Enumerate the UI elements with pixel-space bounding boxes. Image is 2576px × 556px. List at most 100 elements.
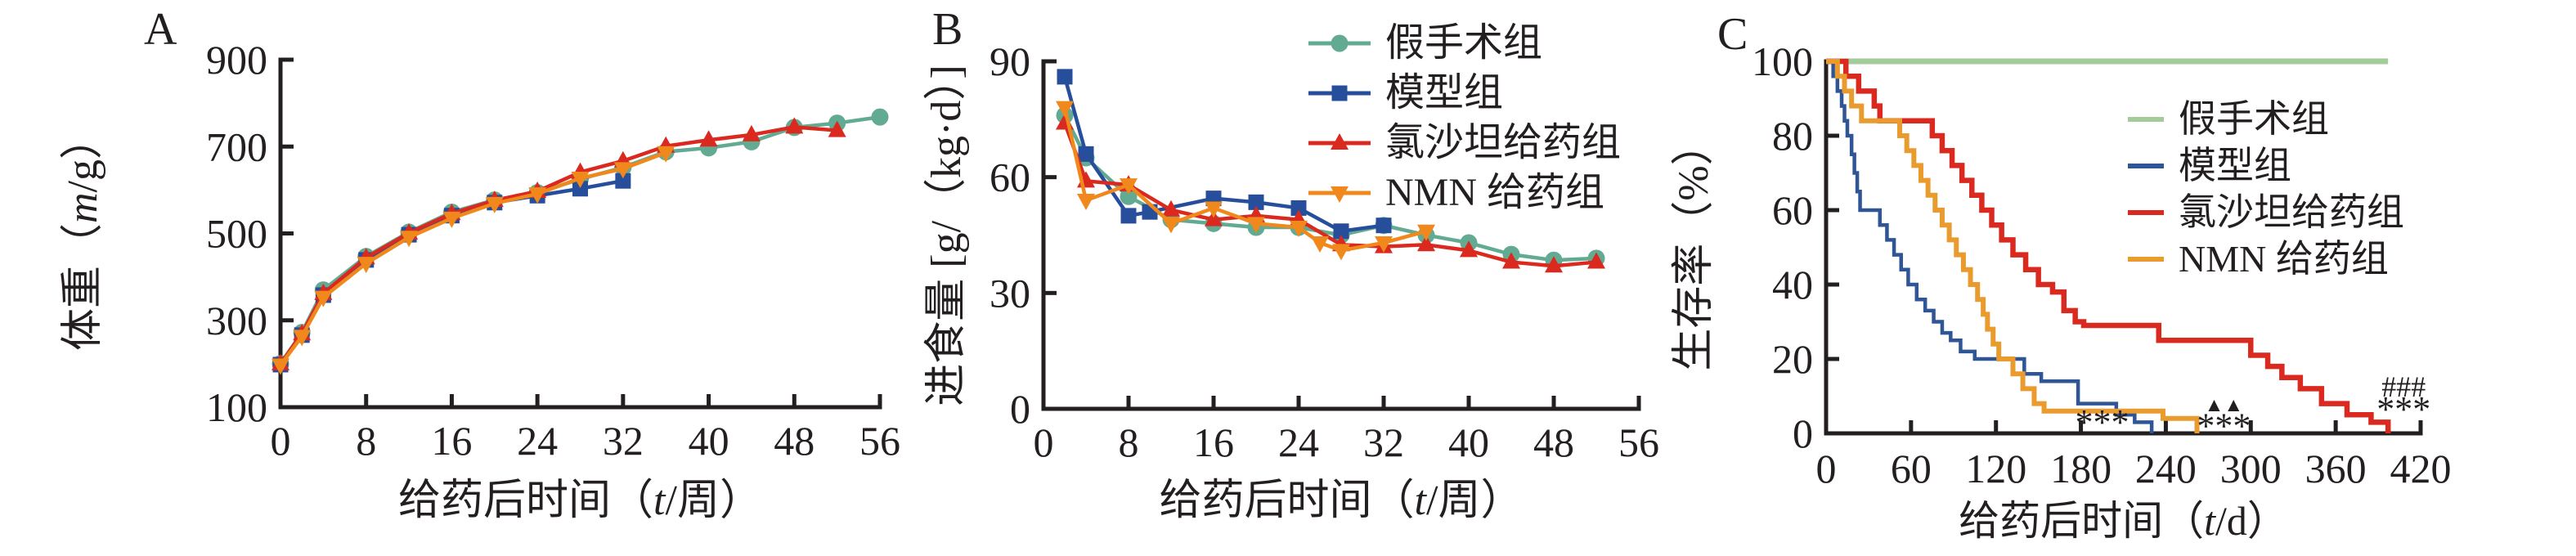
x-tick-label: 56 <box>1618 419 1659 465</box>
x-tick-label: 60 <box>1891 446 1932 491</box>
triangle-up-marker <box>1545 256 1563 273</box>
legend-item-label: NMN 给药组 <box>2179 237 2389 280</box>
triangle-down-marker <box>1311 235 1329 253</box>
line-legend-icon <box>2128 116 2164 122</box>
square-marker <box>1333 223 1349 240</box>
triangle-down-marker <box>357 257 375 274</box>
legend-item-sham: 假手术组 <box>1307 18 1621 68</box>
x-tick-label: 56 <box>859 418 900 464</box>
legend-item-nmn: NMN 给药组 <box>2126 235 2404 282</box>
y-axis-label-text: 生存率（%） <box>1671 123 1717 371</box>
triangle-up-marker <box>1247 205 1265 222</box>
y-tick-label: 300 <box>206 298 267 343</box>
triangle-up-marker <box>272 353 289 370</box>
circle-marker <box>1056 106 1074 124</box>
legend-item-losartan: 氯沙坦给药组 <box>2126 189 2404 235</box>
triangle-down-marker <box>528 187 547 204</box>
legend-c: 假手术组 模型组 氯沙坦给药组 NMN 给药组 <box>2126 96 2404 282</box>
triangle-up-marker <box>785 117 804 134</box>
y-tick-label: 0 <box>1793 410 1813 456</box>
triangle-up-marker <box>1502 252 1520 269</box>
x-axis-label-text: /周） <box>1426 478 1524 524</box>
triangle-up-marker <box>442 204 461 221</box>
circle-marker <box>657 143 675 161</box>
x-tick-label: 0 <box>1034 419 1054 465</box>
circle-marker <box>1162 211 1180 229</box>
x-tick-label: 16 <box>431 418 472 464</box>
circle-marker <box>743 132 761 150</box>
y-axis-label-food-intake: 进食量 [g/（kg·d）] <box>923 65 970 406</box>
legend-item-label: 假手术组 <box>1385 20 1543 65</box>
x-tick-label: 240 <box>2135 446 2197 491</box>
circle-marker <box>1290 218 1308 236</box>
y-axis-label-text: 体重（ <box>60 223 106 352</box>
triangle-up-marker <box>1332 235 1350 252</box>
significance-annotation-triangles: ▲▲ <box>2205 395 2244 416</box>
triangle-up-marker <box>293 324 312 341</box>
triangle-down-marker <box>1331 186 1349 203</box>
x-tick-label: 24 <box>1278 419 1319 465</box>
circle-marker <box>871 108 889 126</box>
triangle-up-marker <box>1205 209 1223 226</box>
circle-marker <box>785 119 803 137</box>
x-tick-label: 8 <box>356 418 376 464</box>
square-marker <box>1290 200 1307 216</box>
triangle-down-marker <box>1375 235 1393 253</box>
panel-letter-c: C <box>1717 9 1748 60</box>
x-tick-label: 420 <box>2390 446 2452 491</box>
triangle-down-marker <box>293 330 312 347</box>
y-axis-label-text: /g） <box>60 116 106 193</box>
legend-item-label: NMN 给药组 <box>1385 170 1605 214</box>
legend-ab: 假手术组 模型组 氯沙坦给药组 NMN 给药组 <box>1307 18 1621 217</box>
circle-marker <box>1331 34 1349 52</box>
square-marker <box>487 195 503 211</box>
legend-item-losartan: 氯沙坦给药组 <box>1307 118 1621 168</box>
square-marker <box>1142 204 1158 220</box>
circle-marker <box>1587 249 1605 267</box>
circle-marker <box>357 248 375 266</box>
circle-marker <box>1205 214 1223 232</box>
panel-letter-a: A <box>144 4 177 55</box>
triangle-up-marker <box>1290 209 1308 226</box>
triangle-down-marker <box>1247 217 1265 234</box>
line-legend-icon <box>2128 209 2164 215</box>
circle-marker <box>1417 226 1435 244</box>
square-marker <box>1331 85 1348 101</box>
triangle-up-marker <box>571 162 590 179</box>
circle-legend-icon <box>1308 34 1371 52</box>
x-tick-label: 32 <box>603 418 644 464</box>
y-tick-label: 100 <box>1752 38 1813 84</box>
x-tick-label: 40 <box>1448 419 1489 465</box>
x-tick-label: 360 <box>2305 446 2367 491</box>
axis-lines <box>278 57 882 410</box>
triangle-up-marker <box>1587 252 1605 269</box>
triangle-down-marker <box>657 146 675 163</box>
y-axis-label-text: 进食量 [g/（kg·d）] <box>923 65 970 406</box>
x-axis-label-text: 给药后时间（ <box>1959 498 2205 544</box>
y-axis-label-survival-rate: 生存率（%） <box>1671 123 1717 371</box>
square-marker <box>1205 191 1222 207</box>
triangle-up-marker <box>1331 132 1349 150</box>
legend-item-sham: 假手术组 <box>2126 96 2404 142</box>
square-marker <box>1078 146 1094 162</box>
x-tick-label: 180 <box>2050 446 2112 491</box>
significance-annotation-stars: *** <box>2376 389 2430 429</box>
triangle-up-marker <box>828 120 846 137</box>
triangle-down-marker <box>1290 221 1308 238</box>
circle-marker <box>442 203 460 221</box>
circle-marker <box>700 139 718 157</box>
square-marker <box>272 356 289 373</box>
circle-marker <box>614 159 632 177</box>
triangle-down-marker <box>442 211 461 228</box>
square-marker <box>401 226 417 243</box>
triangle-up-marker <box>1056 113 1074 130</box>
series-model <box>272 173 631 373</box>
weight-chart: 0 8 16 24 32 40 48 56 100 300 500 700 900 <box>206 37 900 464</box>
series-losartan <box>272 117 846 370</box>
series-sham <box>272 108 889 373</box>
square-marker <box>615 173 631 189</box>
survival-step-line <box>1826 59 2154 433</box>
x-tick-label: 16 <box>1193 419 1234 465</box>
series-nmn <box>272 146 675 375</box>
x-axis-label-c: 给药后时间（t/d） <box>1826 499 2421 544</box>
